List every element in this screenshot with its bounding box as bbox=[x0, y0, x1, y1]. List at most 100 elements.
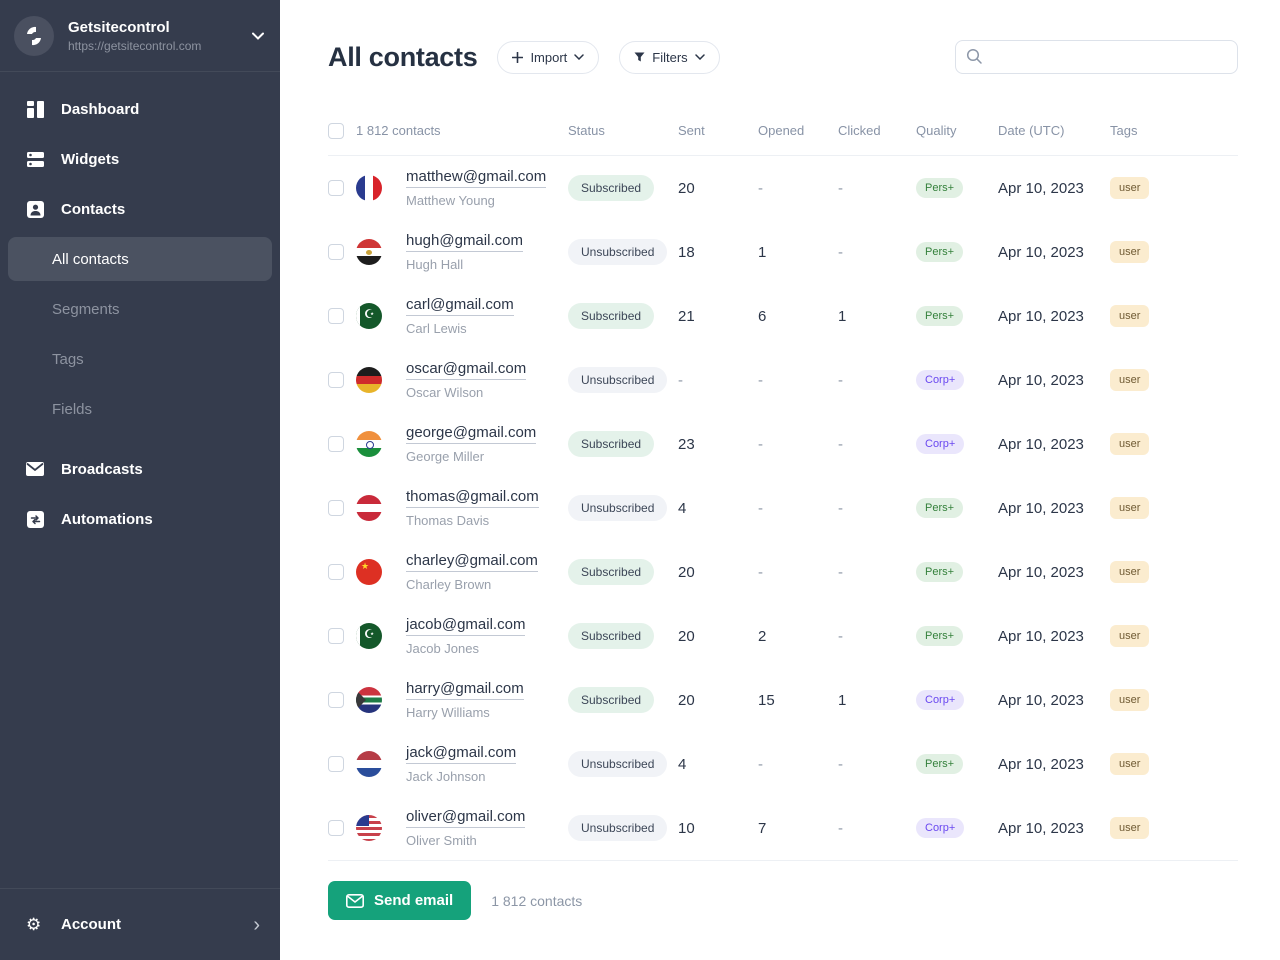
footer-contacts-count: 1 812 contacts bbox=[491, 892, 583, 909]
opened-value: - bbox=[758, 563, 763, 581]
brand-switcher[interactable]: Getsitecontrol https://getsitecontrol.co… bbox=[0, 0, 280, 72]
sent-value: 4 bbox=[678, 755, 687, 773]
contact-email-link[interactable]: thomas@gmail.com bbox=[406, 488, 539, 508]
row-checkbox[interactable] bbox=[328, 756, 344, 772]
row-checkbox[interactable] bbox=[328, 308, 344, 324]
contact-email-link[interactable]: harry@gmail.com bbox=[406, 680, 524, 700]
contact-email-link[interactable]: oliver@gmail.com bbox=[406, 808, 526, 828]
action-footer: Send email 1 812 contacts bbox=[280, 861, 1280, 920]
contacts-table: 1 812 contacts Status Sent Opened Clicke… bbox=[328, 106, 1238, 860]
contact-email-link[interactable]: matthew@gmail.com bbox=[406, 168, 547, 188]
status-badge: Subscribed bbox=[568, 175, 655, 201]
status-badge: Unsubscribed bbox=[568, 367, 668, 393]
column-header-clicked: Clicked bbox=[838, 123, 881, 138]
sent-value: 4 bbox=[678, 499, 687, 517]
contacts-icon bbox=[26, 200, 44, 218]
country-flag-icon bbox=[356, 175, 382, 201]
subnav-label: Tags bbox=[52, 350, 84, 368]
sidebar-item-contacts[interactable]: Contacts bbox=[0, 184, 280, 234]
automations-icon bbox=[26, 510, 44, 528]
country-flag-icon bbox=[356, 687, 382, 713]
clicked-value: - bbox=[838, 755, 843, 773]
row-checkbox[interactable] bbox=[328, 500, 344, 516]
contact-email-link[interactable]: carl@gmail.com bbox=[406, 296, 514, 316]
contact-email-link[interactable]: oscar@gmail.com bbox=[406, 360, 527, 380]
chevron-down-icon bbox=[252, 32, 264, 40]
table-row: thomas@gmail.com Thomas Davis Unsubscrib… bbox=[328, 476, 1238, 540]
row-checkbox[interactable] bbox=[328, 628, 344, 644]
date-value: Apr 10, 2023 bbox=[998, 371, 1084, 389]
sidebar-item-tags[interactable]: Tags bbox=[0, 334, 280, 384]
date-value: Apr 10, 2023 bbox=[998, 691, 1084, 709]
broadcasts-icon bbox=[26, 460, 44, 478]
country-flag-icon bbox=[356, 559, 382, 585]
contact-name: Jack Johnson bbox=[406, 769, 486, 784]
contact-name: George Miller bbox=[406, 449, 485, 464]
contact-email-link[interactable]: hugh@gmail.com bbox=[406, 232, 523, 252]
clicked-value: - bbox=[838, 243, 843, 261]
quality-badge: Corp+ bbox=[916, 818, 965, 838]
opened-value: - bbox=[758, 179, 763, 197]
status-badge: Subscribed bbox=[568, 431, 655, 457]
row-checkbox[interactable] bbox=[328, 372, 344, 388]
status-badge: Subscribed bbox=[568, 559, 655, 585]
contact-name: Jacob Jones bbox=[406, 641, 479, 656]
column-header-quality: Quality bbox=[916, 123, 957, 138]
getsitecontrol-logo-icon bbox=[27, 26, 41, 45]
sent-value: - bbox=[678, 371, 683, 389]
country-flag-icon bbox=[356, 367, 382, 393]
row-checkbox[interactable] bbox=[328, 244, 344, 260]
contact-email-link[interactable]: jack@gmail.com bbox=[406, 744, 517, 764]
table-header-row: 1 812 contacts Status Sent Opened Clicke… bbox=[328, 106, 1238, 156]
select-all-checkbox[interactable] bbox=[328, 122, 344, 139]
date-value: Apr 10, 2023 bbox=[998, 499, 1084, 517]
status-badge: Unsubscribed bbox=[568, 815, 668, 841]
import-button[interactable]: Import bbox=[497, 40, 600, 74]
opened-value: - bbox=[758, 499, 763, 517]
contact-name: Matthew Young bbox=[406, 193, 495, 208]
row-checkbox[interactable] bbox=[328, 820, 344, 836]
sidebar-item-label: Automations bbox=[61, 510, 153, 528]
row-checkbox[interactable] bbox=[328, 692, 344, 708]
sidebar-item-dashboard[interactable]: Dashboard bbox=[0, 84, 280, 134]
country-flag-icon bbox=[356, 623, 382, 649]
clicked-value: - bbox=[838, 563, 843, 581]
clicked-value: - bbox=[838, 371, 843, 389]
contact-name: Harry Williams bbox=[406, 705, 490, 720]
opened-value: - bbox=[758, 371, 763, 389]
quality-badge: Pers+ bbox=[916, 306, 964, 326]
date-value: Apr 10, 2023 bbox=[998, 435, 1084, 453]
dashboard-icon bbox=[26, 100, 44, 118]
sidebar-item-all-contacts[interactable]: All contacts bbox=[8, 237, 272, 281]
table-row: matthew@gmail.com Matthew Young Subscrib… bbox=[328, 156, 1238, 220]
contact-email-link[interactable]: george@gmail.com bbox=[406, 424, 537, 444]
clicked-value: - bbox=[838, 435, 843, 453]
row-checkbox[interactable] bbox=[328, 436, 344, 452]
country-flag-icon bbox=[356, 815, 382, 841]
brand-url: https://getsitecontrol.com bbox=[68, 38, 202, 53]
status-badge: Subscribed bbox=[568, 303, 655, 329]
sidebar-item-widgets[interactable]: Widgets bbox=[0, 134, 280, 184]
opened-value: - bbox=[758, 435, 763, 453]
row-checkbox[interactable] bbox=[328, 180, 344, 196]
table-row: hugh@gmail.com Hugh Hall Unsubscribed 18… bbox=[328, 220, 1238, 284]
row-checkbox[interactable] bbox=[328, 564, 344, 580]
sidebar-item-segments[interactable]: Segments bbox=[0, 284, 280, 334]
contact-email-link[interactable]: charley@gmail.com bbox=[406, 552, 538, 572]
date-value: Apr 10, 2023 bbox=[998, 755, 1084, 773]
clicked-value: 1 bbox=[838, 307, 847, 325]
clicked-value: - bbox=[838, 499, 843, 517]
table-row: charley@gmail.com Charley Brown Subscrib… bbox=[328, 540, 1238, 604]
filters-button[interactable]: Filters bbox=[619, 40, 720, 74]
search-input[interactable] bbox=[955, 40, 1238, 74]
contact-email-link[interactable]: jacob@gmail.com bbox=[406, 616, 526, 636]
sidebar-item-account[interactable]: ⚙ Account › bbox=[0, 888, 280, 960]
sidebar-item-fields[interactable]: Fields bbox=[0, 384, 280, 434]
sidebar-item-broadcasts[interactable]: Broadcasts bbox=[0, 444, 280, 494]
send-email-button[interactable]: Send email bbox=[328, 881, 472, 920]
opened-value: 6 bbox=[758, 307, 767, 325]
sidebar-item-label: Dashboard bbox=[61, 100, 140, 118]
sidebar-item-automations[interactable]: Automations bbox=[0, 494, 280, 544]
contacts-count-header: 1 812 contacts bbox=[356, 123, 441, 138]
status-badge: Unsubscribed bbox=[568, 751, 668, 777]
